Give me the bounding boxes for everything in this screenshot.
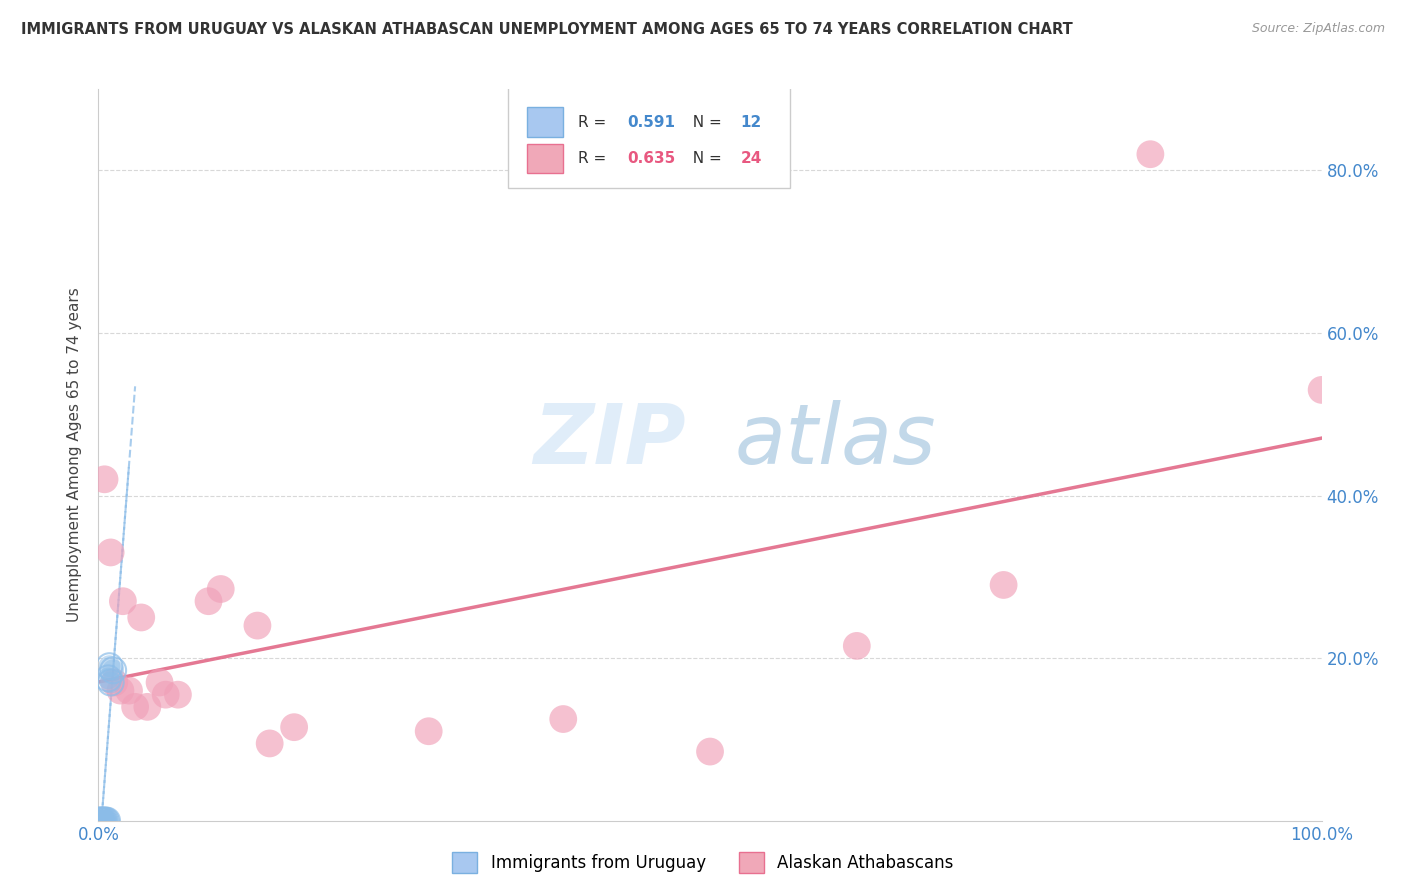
Point [699,745,721,759]
Point [553,712,575,726]
Text: ZIP: ZIP [533,400,686,481]
Point [96,814,118,828]
Text: 12: 12 [741,114,762,129]
Text: N =: N = [683,114,727,129]
Text: N =: N = [683,151,727,166]
Point [124,699,146,714]
Text: 0.591: 0.591 [627,114,675,129]
Point [87,814,110,828]
Point [129,610,152,624]
FancyBboxPatch shape [527,144,564,173]
Y-axis label: Unemployment Among Ages 65 to 74 years: Unemployment Among Ages 65 to 74 years [67,287,83,623]
Point [418,724,440,739]
Point [118,683,141,698]
Point [1310,383,1333,397]
Point [90,814,112,828]
Point [101,663,124,677]
Point [100,675,122,690]
Point [246,618,269,632]
Text: R =: R = [578,114,612,129]
Point [98,659,121,673]
Point [93,472,115,486]
FancyBboxPatch shape [527,108,564,136]
Text: Source: ZipAtlas.com: Source: ZipAtlas.com [1251,22,1385,36]
Point [111,594,134,608]
Point [197,594,219,608]
Point [993,578,1015,592]
Point [283,720,305,734]
Point [149,675,172,690]
Point [93,814,115,828]
Text: IMMIGRANTS FROM URUGUAY VS ALASKAN ATHABASCAN UNEMPLOYMENT AMONG AGES 65 TO 74 Y: IMMIGRANTS FROM URUGUAY VS ALASKAN ATHAB… [21,22,1073,37]
Point [97,672,120,686]
Point [96,814,118,828]
Point [155,688,177,702]
Point [845,639,868,653]
Point [100,675,122,690]
Point [91,814,114,828]
Point [89,814,111,828]
Point [94,814,117,828]
FancyBboxPatch shape [508,86,790,188]
Point [103,675,125,690]
Point [110,683,132,698]
Point [91,814,114,828]
Text: 0.635: 0.635 [627,151,675,166]
Point [93,814,115,828]
Point [91,814,114,828]
Point [98,659,121,673]
Text: R =: R = [578,151,612,166]
Point [259,736,281,750]
Point [90,814,112,828]
Point [91,814,114,828]
Point [167,688,190,702]
Point [136,699,159,714]
Point [87,814,110,828]
Text: 24: 24 [741,151,762,166]
Legend: Immigrants from Uruguay, Alaskan Athabascans: Immigrants from Uruguay, Alaskan Athabas… [446,846,960,880]
Point [1139,147,1161,161]
Point [97,672,120,686]
Point [89,814,111,828]
Point [209,582,232,596]
Text: atlas: atlas [734,400,936,481]
Point [101,663,124,677]
Point [100,545,122,559]
Point [94,814,117,828]
